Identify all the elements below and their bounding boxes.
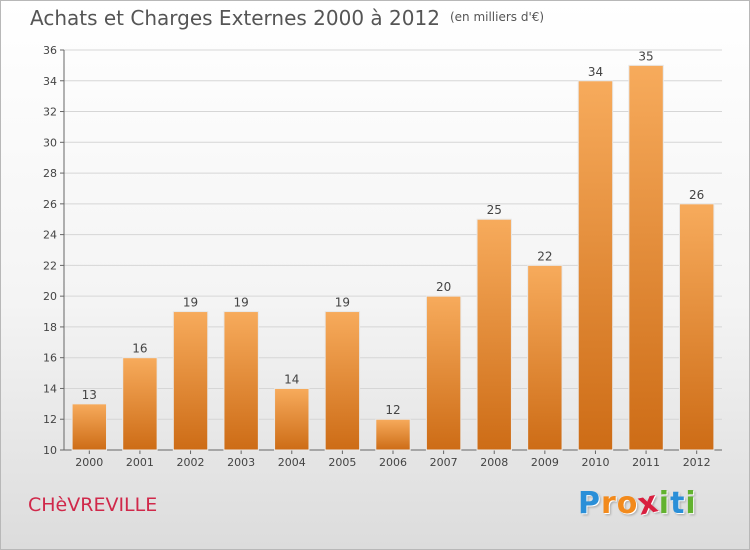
data-label: 22: [537, 249, 552, 263]
logo-letter: i: [685, 486, 697, 521]
bar: [172, 311, 209, 451]
chart-title: Achats et Charges Externes 2000 à 2012 (e…: [30, 6, 544, 30]
bar: [324, 311, 361, 451]
bar: [375, 418, 411, 451]
y-tick-label: 36: [43, 44, 57, 57]
bar: [628, 64, 664, 451]
logo-letter: i: [658, 486, 671, 521]
bar: [274, 387, 310, 451]
logo-letter: r: [601, 486, 617, 521]
bar: [425, 295, 462, 451]
city-name: CHèVREVILLE: [28, 494, 158, 516]
y-tick-label: 24: [43, 229, 57, 242]
bar: [476, 218, 512, 451]
logo-letter: P: [578, 486, 601, 521]
x-tick-label: 2009: [531, 456, 559, 469]
x-tick-label: 2007: [430, 456, 458, 469]
data-label: 14: [284, 372, 299, 386]
grid-lines: [64, 49, 722, 451]
data-label: 12: [385, 403, 400, 417]
x-tick-label: 2012: [683, 456, 711, 469]
bar: [527, 264, 563, 451]
chart-unit: (en milliers d'€): [449, 10, 545, 24]
bar: [71, 403, 108, 451]
bars: [71, 64, 715, 451]
data-label: 35: [638, 49, 653, 63]
data-labels: 13 16 19 19 14 19 12 20 25 22 34 35 26: [82, 49, 705, 417]
data-label: 19: [335, 296, 350, 310]
axes: 10 12 14 16 18 20 22 24 26 28 30 32 34 36 2000 2001 2002…: [43, 44, 722, 469]
bar: [122, 357, 158, 451]
x-tick-label: 2010: [581, 456, 609, 469]
bar: [223, 311, 259, 451]
data-label: 13: [82, 388, 97, 402]
bar: [577, 80, 614, 451]
data-label: 34: [588, 65, 603, 79]
y-tick-label: 28: [43, 167, 57, 180]
proxiti-logo[interactable]: Proxiti: [578, 484, 697, 522]
data-label: 19: [234, 296, 249, 310]
x-tick-label: 2004: [278, 456, 306, 469]
x-tick-label: 2000: [75, 456, 103, 469]
data-label: 16: [132, 342, 147, 356]
y-tick-label: 22: [43, 259, 57, 272]
data-label: 26: [689, 188, 704, 202]
y-tick-label: 10: [43, 444, 57, 457]
y-tick-label: 12: [43, 413, 57, 426]
y-tick-label: 18: [43, 321, 57, 334]
y-tick-label: 32: [43, 106, 57, 119]
y-tick-label: 26: [43, 198, 57, 211]
x-tick-label: 2002: [177, 456, 205, 469]
x-tick-label: 2008: [480, 456, 508, 469]
y-tick-label: 20: [43, 290, 57, 303]
x-tick-label: 2001: [126, 456, 154, 469]
x-tick-label: 2003: [227, 456, 255, 469]
chart-title-text: Achats et Charges Externes 2000 à 2012: [30, 6, 440, 30]
y-tick-label: 34: [43, 75, 57, 88]
logo-letter: t: [670, 486, 686, 521]
x-tick-label: 2006: [379, 456, 407, 469]
data-label: 19: [183, 296, 198, 310]
y-tick-label: 14: [43, 382, 57, 395]
bar: [678, 203, 715, 451]
x-tick-label: 2005: [328, 456, 356, 469]
logo-letter: o: [616, 486, 639, 521]
y-tick-label: 30: [43, 136, 57, 149]
data-label: 25: [487, 203, 502, 217]
data-label: 20: [436, 280, 451, 294]
x-tick-label: 2011: [632, 456, 660, 469]
y-tick-label: 16: [43, 352, 57, 365]
